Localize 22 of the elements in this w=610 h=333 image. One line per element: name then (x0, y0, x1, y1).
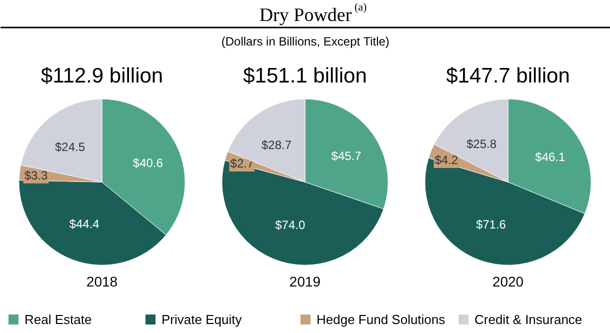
text: 2020 (492, 274, 524, 290)
data-label: $24.5 (54, 140, 86, 154)
data-label: $3.3 (24, 168, 48, 182)
data-label: $40.6 (132, 156, 164, 170)
legend-label: Credit & Insurance (474, 312, 582, 327)
chart-title: $151.1 billion (243, 64, 367, 88)
data-label: $71.6 (476, 217, 506, 232)
data-label: $28.7 (261, 138, 292, 152)
data-label: $45.7 (331, 148, 362, 163)
data-label: $74.0 (275, 218, 306, 232)
chart-title: $112.9 billion (40, 64, 164, 88)
text: 2018 (86, 274, 118, 290)
legend-label: Real Estate (24, 312, 92, 327)
text: 2019 (289, 274, 321, 290)
data-label: $4.2 (434, 153, 458, 168)
data-label: $46.1 (535, 150, 566, 164)
chart-title: $147.7 billion (446, 64, 570, 88)
text: (Dollars in Billions, Except Title) (221, 34, 390, 48)
legend-label: Private Equity (162, 312, 242, 327)
data-label: $44.4 (69, 217, 100, 232)
data-label: $25.8 (466, 136, 497, 151)
legend-label: Hedge Fund Solutions (316, 312, 446, 327)
